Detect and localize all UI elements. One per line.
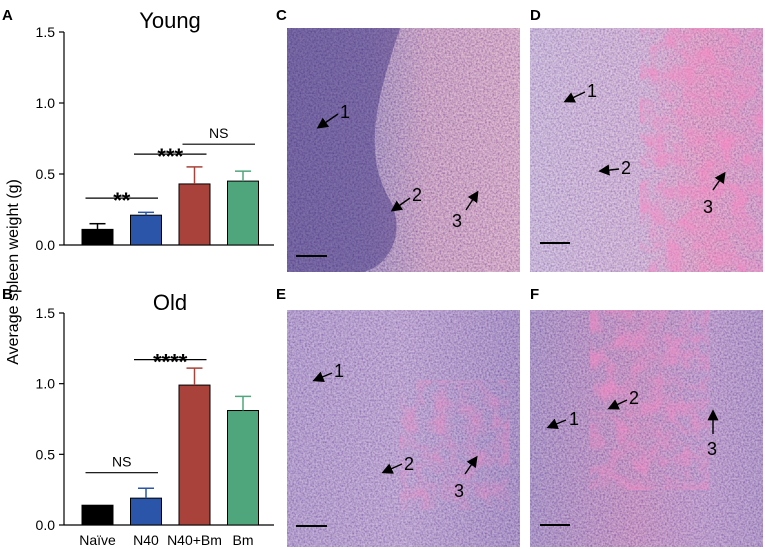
micrograph-d-label-3: 3 bbox=[703, 197, 713, 217]
micrograph-e-label-3: 3 bbox=[454, 481, 464, 501]
micrograph-d-label-1: 1 bbox=[587, 81, 597, 101]
bar-chart-young: 0.00.51.01.5*****NS bbox=[36, 24, 274, 253]
panel-letter-d: D bbox=[530, 7, 541, 24]
bar-0 bbox=[81, 504, 114, 526]
x-tick-label: N40 bbox=[133, 532, 159, 548]
bar-1 bbox=[130, 214, 162, 246]
micrograph-c: 1 2 3 bbox=[287, 28, 520, 272]
bar-2 bbox=[178, 183, 211, 246]
bar-0 bbox=[81, 228, 114, 246]
significance-label: NS bbox=[209, 125, 228, 141]
x-tick-label: Bm bbox=[233, 532, 254, 548]
bar-3 bbox=[227, 180, 259, 246]
micrograph-f: 1 2 3 bbox=[530, 310, 763, 547]
bar-3 bbox=[227, 410, 259, 526]
significance-label: NS bbox=[112, 454, 131, 470]
panel-letter-a: A bbox=[2, 7, 13, 24]
chart-title-young: Young bbox=[139, 8, 201, 33]
y-tick-label: 0.5 bbox=[36, 166, 56, 182]
bar-1 bbox=[130, 497, 162, 526]
x-tick-label: Naïve bbox=[79, 532, 116, 548]
significance-label: *** bbox=[157, 144, 183, 169]
significance-label: **** bbox=[153, 350, 188, 375]
micrograph-c-label-3: 3 bbox=[452, 211, 462, 231]
chart-title-old: Old bbox=[153, 290, 187, 315]
x-tick-label: N40+Bm bbox=[167, 532, 222, 548]
micrograph-d: 1 2 3 bbox=[530, 28, 763, 272]
micrograph-f-label-1: 1 bbox=[569, 409, 579, 429]
y-tick-label: 0.0 bbox=[36, 517, 56, 533]
micrograph-d-label-2: 2 bbox=[621, 158, 631, 178]
panel-letter-c: C bbox=[276, 7, 287, 24]
micrograph-f-label-2: 2 bbox=[629, 388, 639, 408]
y-tick-label: 1.5 bbox=[36, 24, 56, 40]
y-tick-label: 1.0 bbox=[36, 95, 56, 111]
panel-letter-b: B bbox=[2, 286, 13, 303]
y-tick-label: 1.0 bbox=[36, 376, 56, 392]
bar-2 bbox=[178, 384, 211, 526]
y-tick-label: 0.5 bbox=[36, 446, 56, 462]
panel-letter-f: F bbox=[530, 286, 539, 303]
y-axis-label: Average spleen weight (g) bbox=[5, 179, 22, 365]
micrograph-e: 1 2 3 bbox=[287, 310, 520, 547]
panel-letter-e: E bbox=[276, 286, 286, 303]
micrograph-c-label-2: 2 bbox=[412, 185, 422, 205]
y-tick-label: 0.0 bbox=[36, 237, 56, 253]
micrograph-e-label-1: 1 bbox=[334, 361, 344, 381]
significance-label: ** bbox=[113, 188, 131, 213]
bar-chart-old: 0.0 0.5 1.0 1.5 Naïve N40 N40+Bm Bm NS **** bbox=[36, 305, 274, 548]
micrograph-f-label-3: 3 bbox=[707, 439, 717, 459]
micrograph-e-label-2: 2 bbox=[404, 454, 414, 474]
micrograph-c-label-1: 1 bbox=[340, 102, 350, 122]
y-tick-label: 1.5 bbox=[36, 305, 56, 321]
